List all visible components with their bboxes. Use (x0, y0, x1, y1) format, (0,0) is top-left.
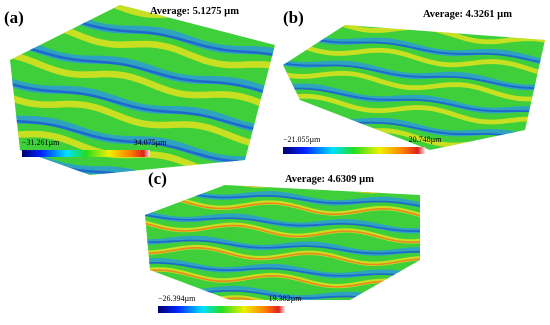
colorbar-min: −31.261µm (22, 138, 60, 147)
surface-c (140, 166, 422, 300)
surface-texture (283, 37, 545, 78)
surface-texture (145, 213, 420, 232)
surface-texture (10, 41, 275, 97)
surface-texture (145, 258, 420, 281)
surface-texture (140, 166, 422, 181)
surface-texture (10, 90, 275, 149)
surface-texture (10, 50, 275, 113)
colorbar (22, 150, 150, 157)
colorbar-max: 20.748µm (409, 135, 443, 144)
panel-label: (b) (283, 8, 304, 27)
surface-texture (10, 79, 275, 133)
average: Average: 4.6309 µm (285, 174, 374, 185)
surface-texture (10, 118, 275, 167)
surface-texture (140, 168, 422, 181)
average: Average: 5.1275 µm (150, 6, 239, 17)
surface-texture (283, 87, 545, 115)
surface-texture (283, 139, 545, 150)
surface-texture (145, 239, 420, 255)
surface-texture (283, 61, 545, 90)
colorbar (283, 147, 425, 154)
surface-texture (283, 93, 545, 125)
surface-texture (283, 70, 545, 102)
average: Average: 4.3261 µm (423, 9, 512, 20)
colorbar-max: 34.075µm (134, 138, 168, 147)
colorbar-max: 19.382µm (269, 294, 303, 303)
surface-texture (145, 269, 420, 290)
surface-texture (145, 262, 420, 280)
surface-texture (283, 141, 545, 150)
surface-texture (283, 31, 545, 65)
surface-texture (145, 221, 420, 244)
panel-label: (c) (148, 169, 167, 188)
colorbar (158, 306, 285, 313)
panel-label: (a) (4, 8, 24, 27)
colorbar-min: −26.394µm (158, 294, 196, 303)
surface-texture (10, 35, 275, 98)
surface-texture (145, 196, 420, 217)
colorbar-min: −21.055µm (283, 135, 321, 144)
surface-texture (145, 247, 420, 266)
surface-texture (283, 83, 545, 115)
